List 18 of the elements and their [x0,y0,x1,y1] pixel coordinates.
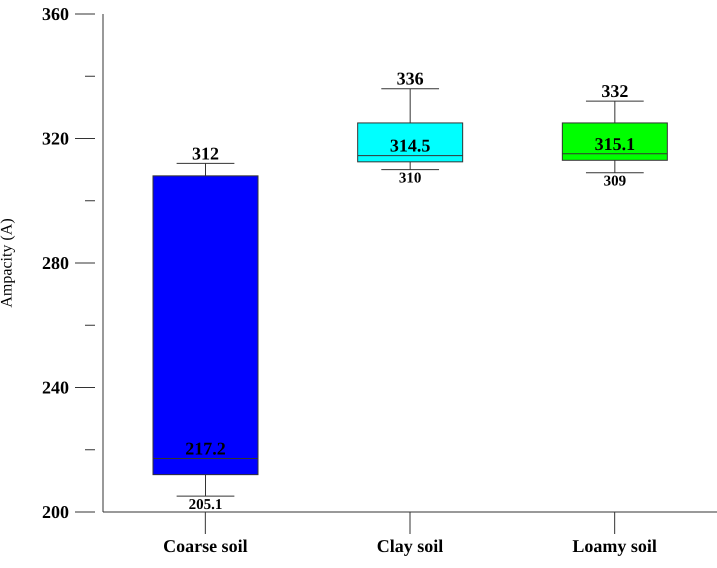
annotation: 310 [398,170,422,187]
annotation: 312 [192,143,219,164]
y-tick-label: 240 [42,378,69,398]
y-axis-title: Ampacity (A) [0,218,16,308]
annotation: 336 [396,68,424,89]
y-tick-label: 320 [42,128,69,148]
y-tick-label: 360 [42,4,69,24]
annotation: 217.2 [185,438,226,458]
y-tick-label: 200 [42,502,69,522]
annotation: 332 [601,81,628,102]
annotation: 314.5 [390,136,430,156]
annotation: 315.1 [594,134,636,154]
x-tick-label: Loamy soil [572,536,657,556]
x-tick-label: Coarse soil [163,536,248,556]
y-tick-label: 280 [42,253,69,273]
x-tick-label: Clay soil [376,536,444,556]
annotation: 309 [604,174,626,190]
annotation: 205.1 [188,497,222,514]
